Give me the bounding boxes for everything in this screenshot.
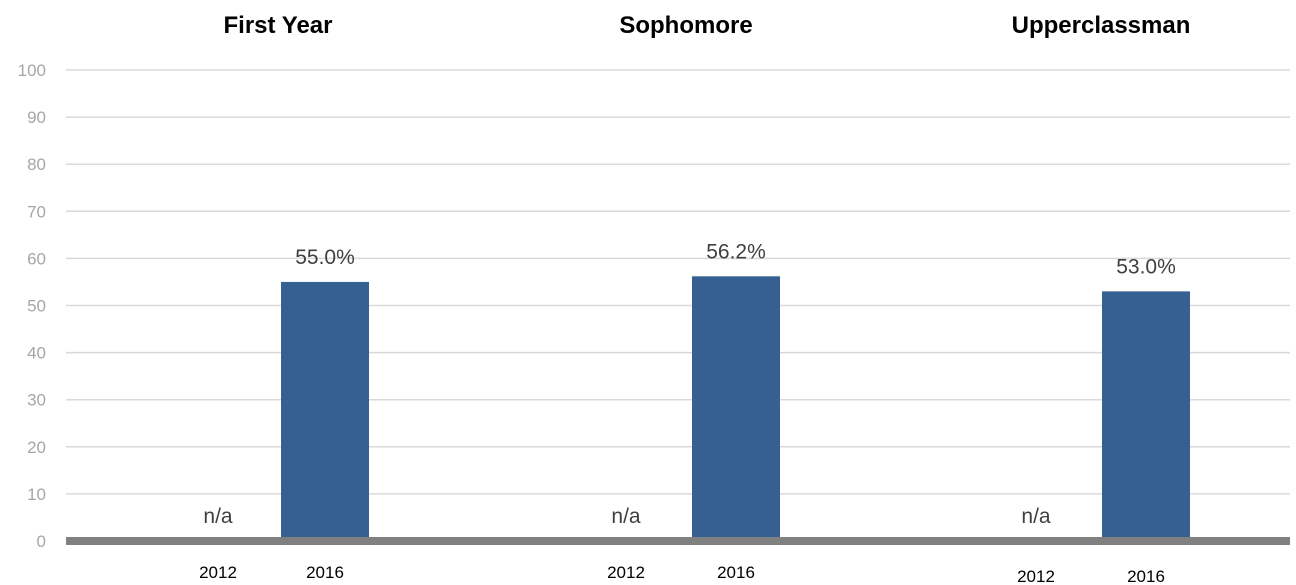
bar [692, 276, 780, 541]
y-tick-label: 30 [27, 391, 46, 410]
x-tick-label: 2012 [607, 563, 645, 582]
data-label-na: n/a [203, 505, 233, 528]
data-label-na: n/a [611, 505, 641, 528]
panel-title: Upperclassman [1012, 12, 1191, 39]
x-tick-label: 2016 [306, 563, 344, 582]
y-tick-label: 40 [27, 344, 46, 363]
x-tick-label: 2016 [1127, 567, 1165, 585]
bar [1102, 291, 1190, 541]
x-axis: 2012 2016 2012 2016 2012 2016 [199, 563, 1165, 585]
bar [281, 281, 369, 541]
panel-titles: First Year Sophomore Upperclassman [224, 12, 1191, 39]
y-tick-label: 50 [27, 297, 46, 316]
panel-title: First Year [224, 12, 333, 39]
data-label: 56.2% [706, 240, 766, 263]
y-tick-label: 0 [37, 532, 46, 551]
data-labels: n/a 55.0% n/a 56.2% n/a 53.0% [203, 240, 1175, 528]
data-label-na: n/a [1021, 505, 1051, 528]
x-tick-label: 2016 [717, 563, 755, 582]
data-label: 53.0% [1116, 255, 1176, 278]
y-axis: 0 10 20 30 40 50 60 70 80 90 100 [18, 61, 46, 551]
x-tick-label: 2012 [1017, 567, 1055, 585]
data-label: 55.0% [295, 246, 355, 269]
y-tick-label: 100 [18, 61, 46, 80]
bars [281, 276, 1190, 541]
panel-title: Sophomore [619, 12, 752, 39]
y-tick-label: 20 [27, 438, 46, 457]
y-tick-label: 60 [27, 249, 46, 268]
y-tick-label: 70 [27, 202, 46, 221]
y-tick-label: 90 [27, 108, 46, 127]
y-tick-label: 80 [27, 155, 46, 174]
x-tick-label: 2012 [199, 563, 237, 582]
gridlines [66, 69, 1290, 495]
y-tick-label: 10 [27, 485, 46, 504]
